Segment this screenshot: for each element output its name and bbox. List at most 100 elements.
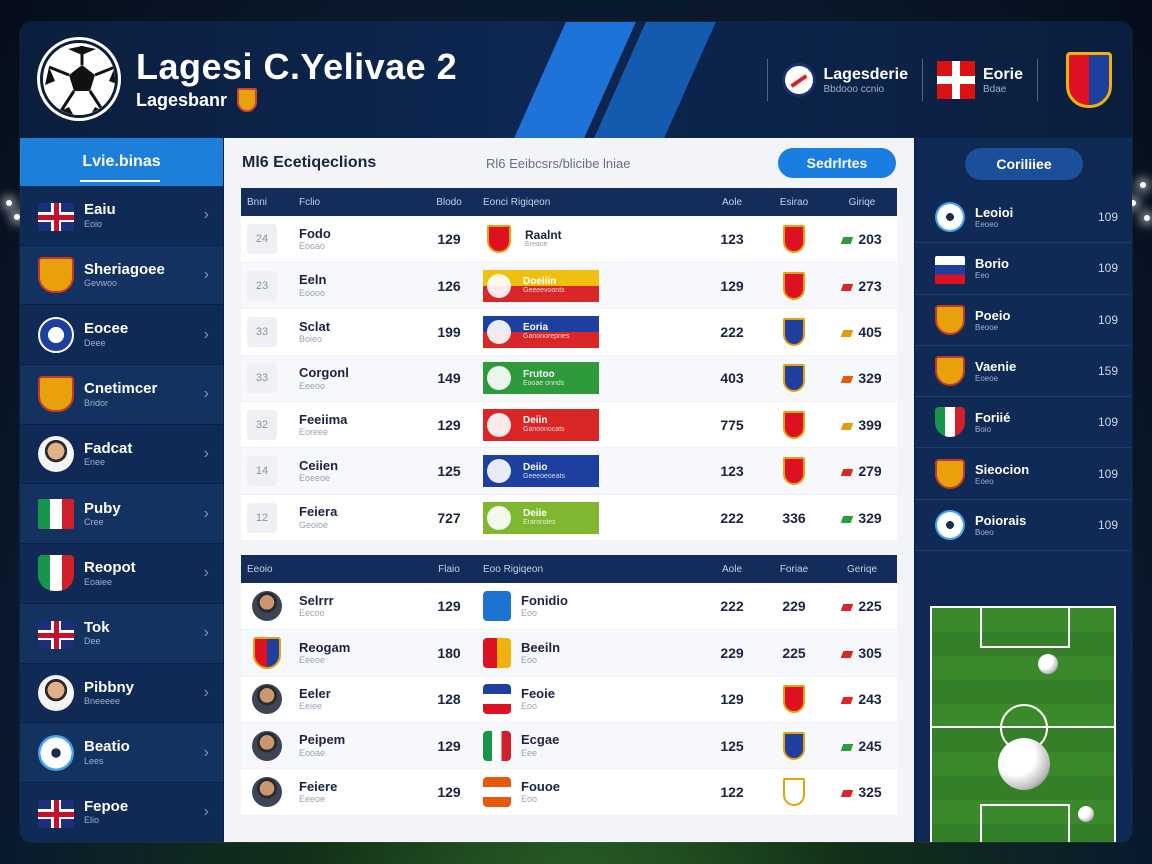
header-country-link[interactable]: Eorie Bdae [921,59,1037,101]
club-banner[interactable]: Frutoo Eooae onnds [483,362,599,395]
player-name[interactable]: Selrrr [299,593,334,609]
club-info[interactable]: Ecgae Eee [483,730,697,761]
soccer-ball-logo-icon[interactable] [40,40,118,118]
table-row[interactable]: 32 Feeiima Eoreee 129 Deiin Ganoonocats 775 399 [241,401,897,449]
club-info[interactable]: Fonidio Eoo [483,591,697,622]
table-row[interactable]: Reogam Eeeoe 180 Beeiln Eoo 229 225 305 [241,629,897,677]
club-text: Ecgae Eee [521,733,559,758]
right-item-sub: Beooe [975,322,999,332]
stat-cell: 149 [421,355,477,403]
column-header[interactable]: Eoo Rigiqeon [483,563,544,575]
player-name[interactable]: Fodo [299,225,331,241]
table-row[interactable]: 33 Corgonl Eeeoo 149 Frutoo Eooae onnds 403 329 [241,355,897,403]
right-list-item[interactable]: Poeio Beooe 109 [915,295,1132,346]
sidebar-item[interactable]: Cnetimcer Bridor › [20,365,223,425]
mexico-crest-icon [935,407,965,438]
sidebar-item[interactable]: Eocee Deee › [20,305,223,366]
column-header[interactable]: Giriqe [848,196,876,208]
sidebar-item[interactable]: Sheriagoee Gevwoo › [20,245,223,306]
rank-badge: 14 [247,456,277,487]
player-name[interactable]: Eeler [299,686,331,702]
sidebar-item[interactable]: Fadcat Enee › [20,425,223,485]
rank-cell: 14 [241,447,293,495]
points-value: 329 [858,370,882,387]
club-banner[interactable]: Deiio Geeeoeoeats [483,455,599,488]
right-list-item[interactable]: Vaenie Eoeoe 159 [915,346,1132,398]
club-crest-icon [783,317,805,346]
table-row[interactable]: Feiere Eeeoe 129 Fouoe Eoo 122 325 [241,768,897,816]
crest-cell [761,401,827,449]
player-name[interactable]: Reogam [299,639,351,655]
column-header[interactable]: Aole [721,563,742,575]
player-name[interactable]: Ceiien [299,458,339,473]
player-name[interactable]: Feeiima [299,411,348,427]
table-row[interactable]: 33 Sclat Boieo 199 Eoria Ganonorepnes 222 405 [241,308,897,356]
sidebar-item[interactable]: Pibbny Bneeeee › [20,664,223,724]
avatar [252,684,282,715]
table-row[interactable]: Eeler Eeiee 128 Feoie Eoo 129 243 [241,676,897,723]
right-list-item[interactable]: Borio Eeo 109 [915,243,1132,295]
sidebar-item[interactable]: Beatio Lees › [20,723,223,783]
player-face-icon [38,674,74,711]
player-name[interactable]: Feiere [299,778,338,794]
sidebar-item[interactable]: Reopot Eoaiee › [20,544,223,604]
table-row[interactable]: 14 Ceiien Eoeeoe 125 Deiio Geeeoeoeats 123 279 [241,447,897,495]
club-banner[interactable]: Deiie Erarorotes [483,501,599,534]
points-value: 279 [858,463,882,480]
sidebar-item[interactable]: Tok Dee › [20,603,223,664]
points-cell: 329 [827,494,897,542]
club-banner[interactable]: Raalnt Ereaoe [483,223,599,255]
sidebar-item[interactable]: Fepoe Elio › [20,783,223,842]
table-row[interactable]: 23 Eeln Eoooo 126 Doeliin Geeeevoonts 129 273 [241,262,897,310]
column-header[interactable]: Blodo [436,196,462,208]
column-header[interactable]: Esirao [779,196,809,208]
club-info[interactable]: Fouoe Eoo [483,776,697,807]
column-header[interactable]: Fclio [299,196,321,208]
club-banner[interactable]: Eoria Ganonorepnes [483,315,599,348]
sidebar-item[interactable]: Puby Cree › [20,484,223,545]
right-list-item[interactable]: Sieocion Eoeo 109 [915,448,1132,500]
crest-icon [483,637,511,668]
club-info[interactable]: Feoie Eoo [483,684,697,715]
right-list-item[interactable]: Leoioi Eeoeo 109 [915,192,1132,244]
table-row[interactable]: 24 Fodo Eooao 129 Raalnt Ereaoe 123 203 [241,216,897,263]
sidebar-item-label: Tok [84,618,110,636]
player-name[interactable]: Sclat [299,318,331,334]
header-crest-link[interactable] [1037,52,1112,108]
right-action-button[interactable]: Coriliiee [965,148,1083,180]
app-title: Lagesi C.Yelivae 2 [136,46,458,87]
table-row[interactable]: 12 Feiera Geoioe 727 Deiie Erarorotes 222 336 32… [241,494,897,542]
column-header[interactable]: Eeoio [247,563,273,575]
right-list-item[interactable]: Foriié Boio 109 [915,397,1132,449]
column-header[interactable]: Flaio [438,563,460,575]
points-cell: 225 [827,583,897,631]
table-row[interactable]: Peipem Eooae 129 Ecgae Eee 125 245 [241,722,897,770]
trend-icon [841,789,854,797]
player-name[interactable]: Corgonl [299,365,349,381]
points-value: 399 [858,416,882,433]
player-name[interactable]: Peipem [299,732,346,748]
primary-action-button[interactable]: Sedrlrtes [778,148,896,178]
column-header[interactable]: Eonci Rigiqeon [483,196,551,208]
club-crest-icon [783,731,805,760]
club-banner[interactable]: Doeliin Geeeevoonts [483,269,599,302]
player-cell: Feiera Geoioe [293,494,421,542]
player-name[interactable]: Eeln [299,272,327,288]
column-header[interactable]: Geriqe [846,563,877,575]
club-banner[interactable]: Deiin Ganoonocats [483,408,599,441]
header-league-link[interactable]: Lagesderie Bbdooo ccnio [766,59,922,101]
sidebar-header-tab[interactable]: Lvie.binas [20,138,223,186]
player-name[interactable]: Feiera [299,504,338,520]
table-row[interactable]: Selrrr Eecoo 129 Fonidio Eoo 222 229 225 [241,583,897,631]
column-header[interactable]: Aole [721,196,742,208]
club-sub: Erarorotes [523,519,556,527]
stat-cell: 225 [761,629,827,677]
right-list-item[interactable]: Poiorais Boeo 109 [915,500,1132,552]
sidebar-item[interactable]: Eaiu Eoio › [20,186,223,246]
column-header[interactable]: Bnni [247,196,268,208]
club-cell: Fonidio Eoo [477,583,703,631]
column-header[interactable]: Foriae [779,563,809,575]
club-info[interactable]: Beeiln Eoo [483,637,697,668]
breadcrumb[interactable]: Rl6 Eeibcsrs/blicibe lniae [486,155,631,171]
right-item-text: Borio Eeo [975,256,1009,280]
